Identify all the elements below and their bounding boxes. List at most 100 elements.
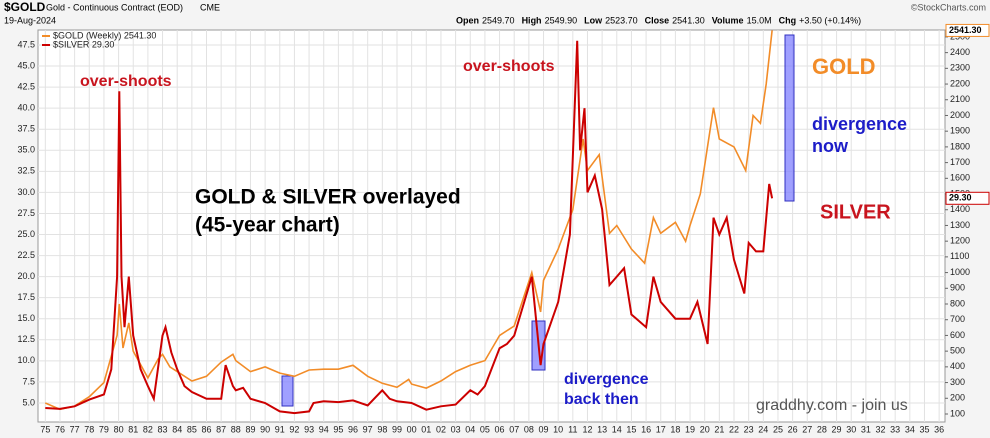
quote-value: 2549.90 <box>545 15 578 25</box>
x-tick-label: 32 <box>876 424 886 434</box>
annotation: over-shoots <box>463 58 555 75</box>
last-value-label: 29.30 <box>949 193 972 203</box>
date: 19-Aug-2024 <box>4 15 56 25</box>
x-tick-label: 26 <box>788 424 798 434</box>
y2-tick-label: 600 <box>950 330 965 340</box>
y2-tick-label: 400 <box>950 361 965 371</box>
x-tick-label: 20 <box>700 424 710 434</box>
y-tick-label: 15.0 <box>17 313 35 323</box>
annotation: divergence <box>564 371 649 388</box>
quote-value: 2541.30 <box>672 15 705 25</box>
y-tick-label: 35.0 <box>17 145 35 155</box>
description: Gold - Continuous Contract (EOD) <box>46 2 183 12</box>
quote-label: Open <box>456 15 479 25</box>
x-tick-label: 21 <box>714 424 724 434</box>
x-tick-label: 79 <box>99 424 109 434</box>
x-tick-label: 19 <box>685 424 695 434</box>
quote-label: Volume <box>712 15 744 25</box>
y-tick-label: 45.0 <box>17 60 35 70</box>
x-tick-label: 78 <box>84 424 94 434</box>
y-tick-label: 30.0 <box>17 187 35 197</box>
x-tick-label: 35 <box>919 424 929 434</box>
exchange: CME <box>200 2 220 12</box>
quote-label: Close <box>645 15 670 25</box>
annotation: GOLD & SILVER overlayed <box>195 186 461 209</box>
x-tick-label: 15 <box>626 424 636 434</box>
x-tick-label: 95 <box>333 424 343 434</box>
x-tick-label: 94 <box>319 424 329 434</box>
y-tick-label: 12.5 <box>17 334 35 344</box>
x-tick-label: 18 <box>670 424 680 434</box>
quote-value: 2523.70 <box>605 15 638 25</box>
y2-tick-label: 1300 <box>950 220 970 230</box>
x-tick-label: 83 <box>158 424 168 434</box>
y-tick-label: 5.0 <box>22 397 35 407</box>
y2-tick-label: 800 <box>950 298 965 308</box>
annotation: graddhy.com - join us <box>756 397 908 414</box>
x-tick-label: 23 <box>744 424 754 434</box>
x-tick-label: 81 <box>128 424 138 434</box>
y2-tick-label: 1700 <box>950 157 970 167</box>
x-tick-label: 77 <box>70 424 80 434</box>
y-tick-label: 10.0 <box>17 355 35 365</box>
quote-value: 15.0M <box>747 15 772 25</box>
y-tick-label: 40.0 <box>17 103 35 113</box>
x-tick-label: 02 <box>436 424 446 434</box>
y2-tick-label: 300 <box>950 377 965 387</box>
y2-tick-label: 1400 <box>950 204 970 214</box>
x-tick-label: 04 <box>465 424 475 434</box>
source: ©StockCharts.com <box>911 2 986 12</box>
quote-label: Chg <box>779 15 797 25</box>
x-tick-label: 90 <box>260 424 270 434</box>
legend-label: $SILVER 29.30 <box>53 39 114 49</box>
quote-value: 2549.70 <box>482 15 515 25</box>
x-tick-label: 13 <box>597 424 607 434</box>
y2-tick-label: 1000 <box>950 267 970 277</box>
y2-tick-label: 1200 <box>950 236 970 246</box>
x-tick-label: 07 <box>509 424 519 434</box>
x-tick-label: 01 <box>421 424 431 434</box>
annotation: GOLD <box>812 54 876 79</box>
y-tick-label: 47.5 <box>17 39 35 49</box>
x-tick-label: 84 <box>172 424 182 434</box>
x-tick-label: 33 <box>890 424 900 434</box>
annotation: SILVER <box>820 201 891 223</box>
x-tick-label: 12 <box>582 424 592 434</box>
x-tick-label: 93 <box>304 424 314 434</box>
y2-tick-label: 2000 <box>950 110 970 120</box>
x-tick-label: 17 <box>656 424 666 434</box>
x-tick-label: 05 <box>480 424 490 434</box>
x-tick-label: 22 <box>729 424 739 434</box>
x-tick-label: 88 <box>231 424 241 434</box>
y2-tick-label: 2200 <box>950 78 970 88</box>
quote-label: High <box>522 15 542 25</box>
line <box>45 40 774 415</box>
y-tick-label: 27.5 <box>17 208 35 218</box>
annotation: (45-year chart) <box>195 214 340 237</box>
y2-tick-label: 2300 <box>950 63 970 73</box>
line <box>44 30 773 411</box>
x-tick-label: 36 <box>934 424 944 434</box>
x-tick-label: 10 <box>553 424 563 434</box>
x-tick-label: 98 <box>377 424 387 434</box>
x-tick-label: 75 <box>40 424 50 434</box>
x-tick-label: 31 <box>861 424 871 434</box>
x-tick-label: 99 <box>392 424 402 434</box>
x-tick-label: 24 <box>758 424 768 434</box>
x-tick-label: 27 <box>802 424 812 434</box>
x-tick-label: 89 <box>245 424 255 434</box>
x-tick-label: 80 <box>114 424 124 434</box>
last-value-box <box>945 191 990 205</box>
symbol: $GOLD <box>4 0 46 14</box>
y2-tick-label: 200 <box>950 393 965 403</box>
x-tick-label: 08 <box>524 424 534 434</box>
y-tick-label: 42.5 <box>17 81 35 91</box>
y-tick-label: 32.5 <box>17 166 35 176</box>
annotation: divergence <box>812 114 907 134</box>
annotation: back then <box>564 391 639 408</box>
x-tick-label: 25 <box>773 424 783 434</box>
x-tick-label: 00 <box>407 424 417 434</box>
y2-tick-label: 100 <box>950 408 965 418</box>
x-tick-label: 03 <box>451 424 461 434</box>
x-tick-label: 85 <box>187 424 197 434</box>
